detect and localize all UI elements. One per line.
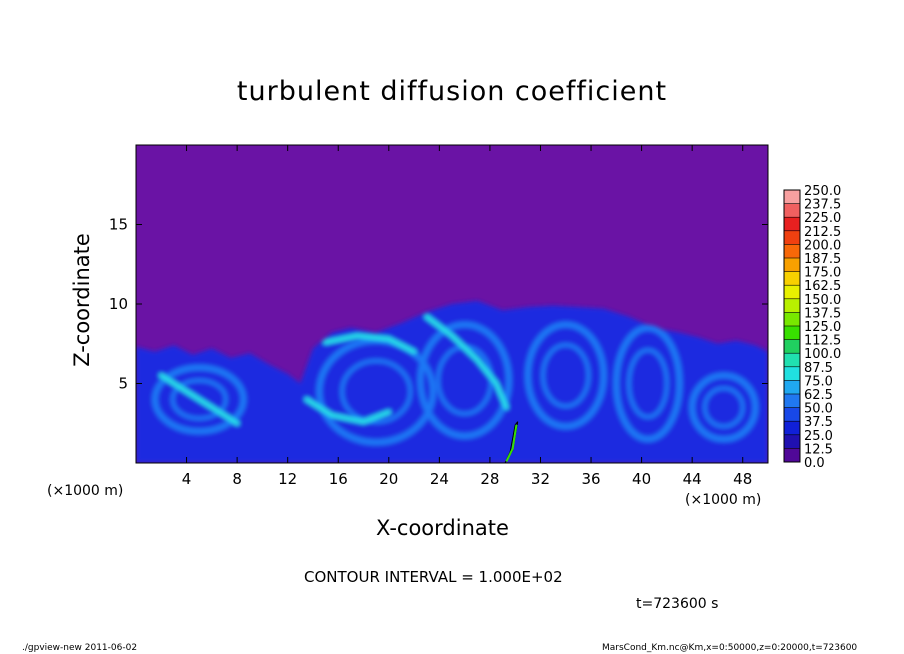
colorbar-label: 62.5	[804, 388, 833, 403]
swirl-inner	[541, 343, 591, 409]
colorbar-label: 100.0	[804, 347, 841, 362]
x-tick-label: 44	[683, 470, 702, 488]
colorbar-label: 75.0	[804, 374, 833, 389]
colorbar-label: 212.5	[804, 225, 841, 240]
colorbar-label: 137.5	[804, 306, 841, 321]
colorbar-label: 225.0	[804, 211, 841, 226]
x-axis-label: X-coordinate	[376, 516, 509, 540]
colorbar: 250.0237.5225.0212.5200.0187.5175.0162.5…	[783, 184, 841, 471]
colorbar-swatch	[784, 434, 800, 449]
contour-fill	[505, 424, 518, 462]
swirl-inner	[170, 378, 228, 421]
streak	[304, 396, 392, 425]
colorbar-label: 0.0	[804, 456, 825, 471]
colorbar-swatch	[784, 366, 800, 381]
colorbar-swatch	[784, 285, 800, 299]
y-axis-label: Z-coordinate	[70, 233, 94, 367]
x-tick-label: 12	[278, 470, 297, 488]
colorbar-swatch	[784, 203, 800, 218]
x-tick-label: 36	[581, 470, 600, 488]
swirl-inner	[340, 358, 413, 424]
streak	[158, 373, 240, 426]
colorbar-swatch	[784, 326, 800, 340]
colorbar-label: 112.5	[804, 334, 841, 349]
colorbar-label: 125.0	[804, 320, 841, 335]
colorbar-swatch	[784, 407, 800, 422]
x-tick-label: 28	[480, 470, 499, 488]
x-tick-label: 20	[379, 470, 398, 488]
x-tick-label: 16	[329, 470, 348, 488]
contour-interval-note: CONTOUR INTERVAL = 1.000E+02	[304, 568, 563, 586]
colorbar-label: 175.0	[804, 266, 841, 281]
colorbar-label: 87.5	[804, 361, 833, 376]
colorbar-swatch	[784, 380, 800, 394]
chart-title: turbulent diffusion coefficient	[236, 76, 668, 107]
swirl	[524, 321, 607, 430]
swirl	[613, 324, 683, 443]
colorbar-swatch	[784, 217, 800, 231]
mixing-envelope	[136, 300, 768, 463]
colorbar-label: 200.0	[804, 238, 841, 253]
colorbar-label: 12.5	[804, 442, 833, 457]
plot-area	[135, 144, 769, 464]
turbulent-layer	[136, 300, 768, 463]
streak	[424, 314, 509, 410]
streak	[323, 333, 417, 355]
colorbar-label: 150.0	[804, 293, 841, 308]
colorbar-swatch	[784, 298, 800, 313]
swirl-inner	[626, 348, 669, 419]
y-tick-label: 10	[109, 295, 128, 313]
x-unit-right: (×1000 m)	[685, 492, 762, 508]
colorbar-label: 162.5	[804, 279, 841, 294]
x-tick-label: 4	[182, 470, 192, 488]
x-tick-label: 40	[632, 470, 651, 488]
x-tick-label: 48	[733, 470, 752, 488]
colorbar-label: 237.5	[804, 198, 841, 213]
swirl	[689, 372, 759, 443]
colorbar-swatch	[784, 353, 800, 367]
y-tick-label: 15	[109, 216, 128, 234]
footer-right: MarsCond_Km.nc@Km,x=0:50000,z=0:20000,t=…	[602, 643, 858, 653]
x-tick-label: 24	[430, 470, 449, 488]
swirl	[151, 364, 247, 435]
colorbar-swatch	[784, 271, 800, 286]
colorbar-label: 50.0	[804, 402, 833, 417]
colorbar-label: 25.0	[804, 429, 833, 444]
y-tick-label: 5	[118, 375, 128, 393]
colorbar-swatch	[784, 394, 800, 408]
swirl-inner	[702, 386, 745, 429]
colorbar-swatch	[784, 448, 800, 462]
colorbar-label: 187.5	[804, 252, 841, 267]
time-note: t=723600 s	[636, 596, 719, 612]
x-tick-label: 8	[232, 470, 242, 488]
x-unit-left: (×1000 m)	[47, 483, 124, 499]
colorbar-swatch	[784, 421, 800, 435]
swirl	[417, 321, 512, 439]
x-tick-label: 32	[531, 470, 550, 488]
swirl	[316, 337, 437, 446]
turbulent-field	[136, 300, 768, 463]
footer-left: ./gpview-new 2011-06-02	[22, 643, 138, 653]
colorbar-label: 250.0	[804, 184, 841, 199]
colorbar-swatch	[784, 339, 800, 354]
colorbar-swatch	[784, 244, 800, 258]
colorbar-swatch	[784, 190, 800, 204]
colorbar-swatch	[784, 312, 800, 326]
colorbar-label: 37.5	[804, 415, 833, 430]
colorbar-swatch	[784, 230, 800, 245]
colorbar-swatch	[784, 258, 800, 272]
